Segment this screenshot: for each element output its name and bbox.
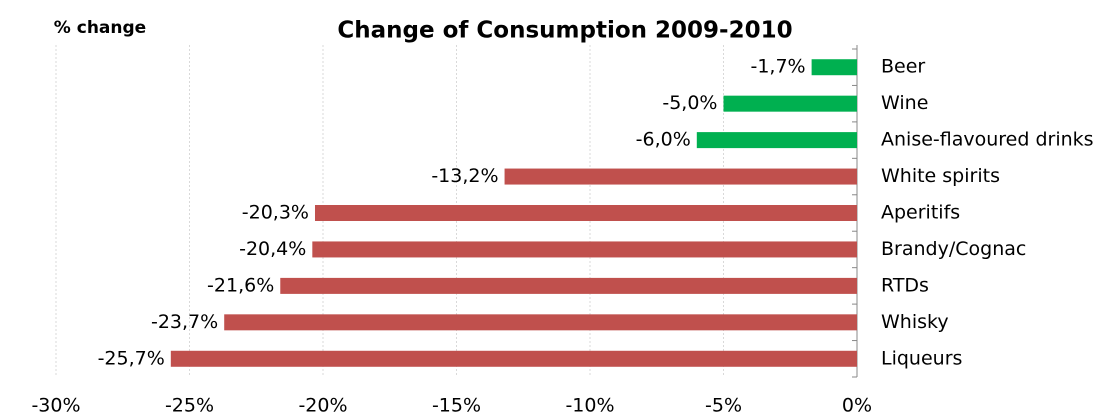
bar: [224, 314, 857, 331]
x-tick-label: -30%: [31, 395, 80, 417]
data-label: -23,7%: [151, 311, 218, 333]
data-label: -6,0%: [636, 129, 691, 151]
chart-title: Change of Consumption 2009-2010: [337, 18, 792, 44]
category-label: Whisky: [881, 311, 949, 333]
x-tick-label: -15%: [432, 395, 481, 417]
bar: [504, 168, 857, 185]
x-tick-label: -10%: [565, 395, 614, 417]
data-label: -1,7%: [750, 56, 805, 78]
axis-label: % change: [54, 18, 146, 38]
category-label: White spirits: [881, 165, 1000, 187]
category-label: Brandy/Cognac: [881, 238, 1026, 260]
data-label: -21,6%: [207, 274, 274, 296]
data-label: -13,2%: [431, 165, 498, 187]
bar: [811, 59, 857, 76]
category-label: RTDs: [881, 274, 929, 296]
bar: [314, 205, 857, 221]
bar: [696, 132, 857, 149]
data-label: -5,0%: [662, 92, 717, 114]
bar: [723, 95, 857, 112]
bar: [312, 241, 857, 258]
x-tick-label: 0%: [842, 395, 872, 417]
x-tick-label: -20%: [298, 395, 347, 417]
category-label: Anise-flavoured drinks: [881, 129, 1094, 151]
bar: [280, 277, 857, 294]
data-label: -25,7%: [98, 347, 165, 369]
x-tick-label: -5%: [705, 395, 742, 417]
x-tick-label: -25%: [165, 395, 214, 417]
category-label: Wine: [881, 92, 928, 114]
data-label: -20,4%: [239, 238, 306, 260]
category-label: Liqueurs: [881, 347, 962, 369]
category-label: Aperitifs: [881, 202, 960, 224]
category-label: Beer: [881, 56, 925, 78]
data-label: -20,3%: [242, 202, 309, 224]
bar: [170, 350, 857, 367]
